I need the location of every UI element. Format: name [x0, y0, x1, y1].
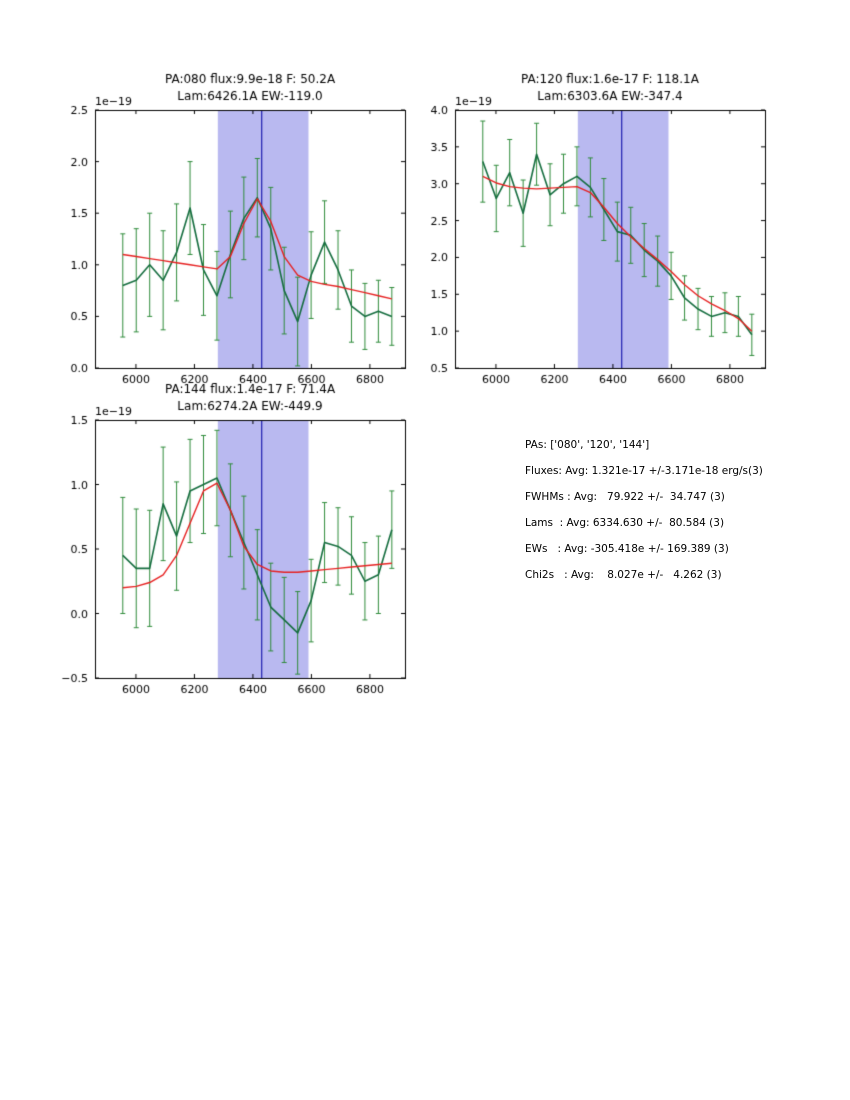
- stats-fwhms: FWHMs : Avg: 79.922 +/- 34.747 (3): [525, 491, 725, 503]
- chart-pa144: [30, 375, 410, 705]
- stats-panel: PAs: ['080', '120', '144'] Fluxes: Avg: …: [525, 432, 763, 588]
- chart-pa120-plot: [390, 65, 770, 395]
- chart-pa144-plot: [30, 375, 410, 705]
- stats-pas: PAs: ['080', '120', '144']: [525, 439, 650, 451]
- stats-lams: Lams : Avg: 6334.630 +/- 80.584 (3): [525, 517, 725, 529]
- chart-pa120: [390, 65, 770, 395]
- chart-pa080-plot: [30, 65, 410, 395]
- stats-chi2s: Chi2s : Avg: 8.027e +/- 4.262 (3): [525, 569, 722, 581]
- stats-fluxes: Fluxes: Avg: 1.321e-17 +/-3.171e-18 erg/…: [525, 465, 763, 477]
- stats-ews: EWs : Avg: -305.418e +/- 169.389 (3): [525, 543, 729, 555]
- chart-pa080: [30, 65, 410, 395]
